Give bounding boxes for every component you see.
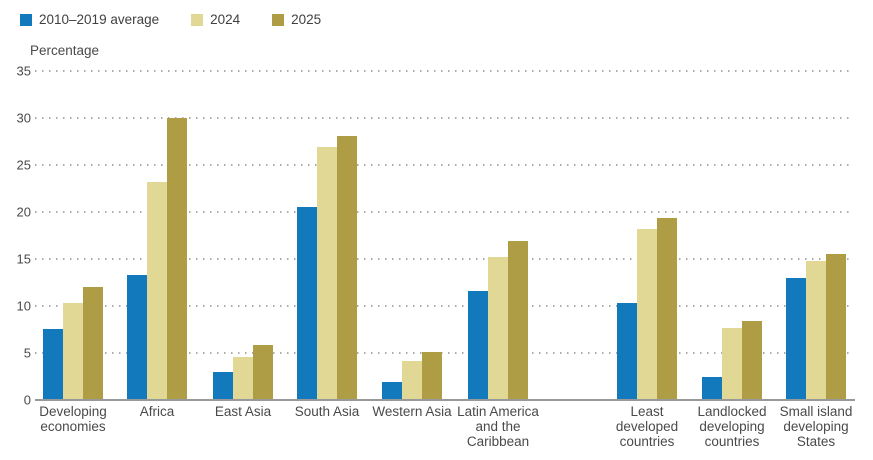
bar-2024-least-developed-countries	[637, 229, 657, 400]
bar-2024-developing-economies	[63, 303, 83, 400]
x-category-label: Africa	[139, 404, 175, 419]
legend-label: 2025	[291, 12, 322, 27]
bar-2025-latin-america-and-the-caribbean	[508, 241, 528, 400]
legend-swatch-icon	[20, 13, 32, 26]
bar-2024-east-asia	[233, 357, 253, 400]
gridline-20	[35, 211, 853, 213]
x-category-label: Developing economies	[39, 404, 107, 434]
legend-label: 2024	[210, 12, 241, 27]
gridline-15	[35, 258, 853, 260]
bar-2024-south-asia	[317, 147, 337, 400]
y-tick-15: 15	[16, 251, 31, 267]
bar-2025-small-island-developing-states	[826, 254, 846, 400]
gridline-5	[35, 352, 853, 354]
bar-2025-developing-economies	[83, 287, 103, 400]
legend-swatch-icon	[272, 13, 285, 26]
y-tick-5: 5	[23, 345, 31, 361]
y-tick-10: 10	[16, 298, 31, 314]
bar-2024-western-asia	[402, 361, 422, 400]
legend-item-2: 2024	[191, 12, 240, 27]
legend: 2010–2019 average 2024 2025	[20, 12, 321, 27]
y-tick-35: 35	[16, 63, 31, 79]
x-category-label: Latin America and the Caribbean	[457, 404, 539, 446]
y-tick-30: 30	[16, 110, 31, 126]
legend-item-3: 2025	[272, 12, 321, 27]
y-tick-20: 20	[16, 204, 31, 220]
bar-2010-2019-average-east-asia	[213, 372, 233, 400]
y-tick-25: 25	[16, 157, 31, 173]
gridline-10	[35, 305, 853, 307]
bar-2024-small-island-developing-states	[806, 261, 826, 400]
x-category-label: Least developed countries	[615, 404, 679, 446]
bar-2024-latin-america-and-the-caribbean	[488, 257, 508, 400]
bar-2010-2019-average-least-developed-countries	[617, 303, 637, 400]
bar-2025-africa	[167, 118, 187, 400]
x-category-label: Small island developing States	[779, 404, 853, 446]
bar-2010-2019-average-africa	[127, 275, 147, 400]
bar-2025-least-developed-countries	[657, 218, 677, 400]
x-axis-line	[35, 399, 855, 401]
x-category-label: Western Asia	[372, 404, 452, 419]
bar-2025-east-asia	[253, 345, 273, 400]
bar-2010-2019-average-developing-economies	[43, 329, 63, 400]
y-tick-0: 0	[23, 392, 31, 408]
gridline-25	[35, 164, 853, 166]
bar-2024-landlocked-developing-countries	[722, 328, 742, 400]
bar-2025-western-asia	[422, 352, 442, 400]
x-category-label: Landlocked developing countries	[697, 404, 767, 446]
x-category-label: South Asia	[294, 404, 360, 419]
bar-2010-2019-average-landlocked-developing-countries	[702, 377, 722, 400]
legend-label: 2010–2019 average	[39, 12, 160, 27]
legend-item-1: 2010–2019 average	[20, 12, 159, 27]
bar-2010-2019-average-small-island-developing-states	[786, 278, 806, 400]
y-axis-title: Percentage	[30, 43, 100, 58]
bar-2010-2019-average-western-asia	[382, 382, 402, 400]
bar-2010-2019-average-latin-america-and-the-caribbean	[468, 291, 488, 400]
bar-2025-south-asia	[337, 136, 357, 400]
gridline-35	[35, 70, 853, 72]
bar-2024-africa	[147, 182, 167, 400]
bar-2025-landlocked-developing-countries	[742, 321, 762, 400]
gridline-30	[35, 117, 853, 119]
x-category-label: East Asia	[214, 404, 272, 419]
legend-swatch-icon	[191, 13, 204, 26]
bar-2010-2019-average-south-asia	[297, 207, 317, 400]
